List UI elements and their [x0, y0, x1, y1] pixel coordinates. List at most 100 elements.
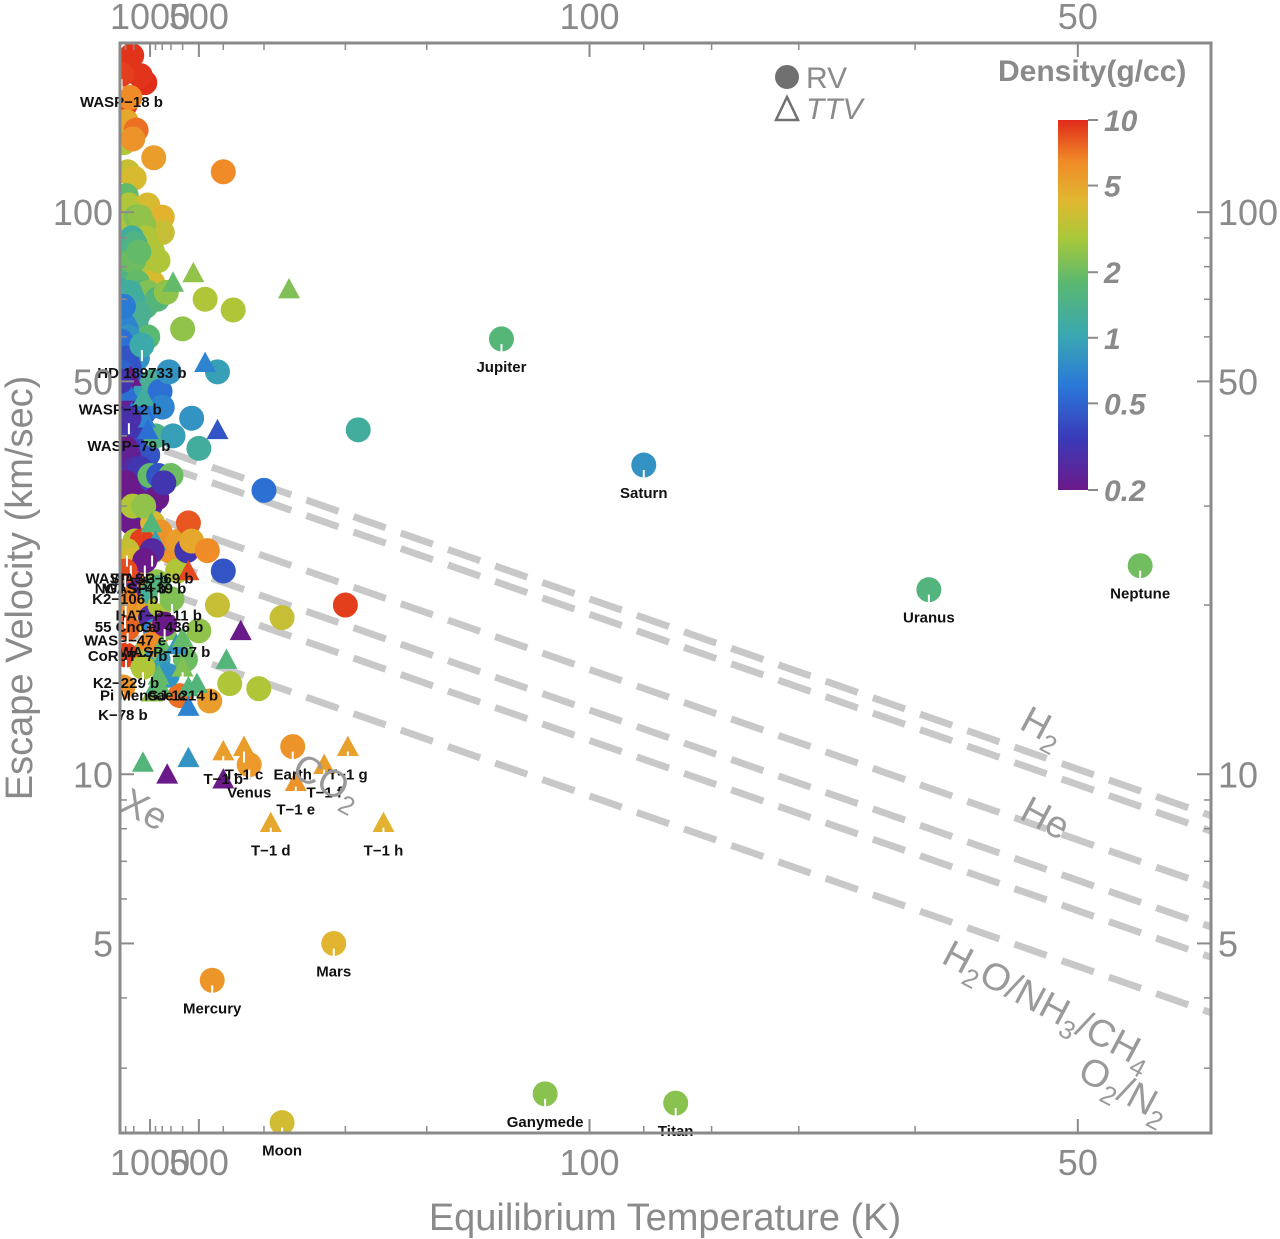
data-point [197, 688, 223, 714]
data-point [345, 417, 371, 443]
point-label: WASP−43 b [85, 571, 168, 588]
point-label: K2−106 b [92, 591, 158, 608]
data-point [141, 145, 167, 171]
data-point [162, 271, 185, 292]
point-venus [236, 752, 262, 778]
point-label: Mercury [183, 1000, 242, 1017]
data-point [149, 675, 172, 697]
data-point [278, 278, 301, 299]
point-t-1-g [336, 735, 359, 756]
point-moon [269, 1110, 295, 1133]
data-point [192, 286, 218, 312]
colorbar-gradient [1058, 120, 1088, 490]
y-tick-label-right: 5 [1218, 923, 1238, 964]
escape-lines [120, 431, 1211, 1017]
point-wasp-107-b [152, 611, 178, 637]
colorbar-tick-label: 0.5 [1104, 388, 1147, 421]
point-wasp-18-b [120, 61, 134, 87]
data-point [186, 435, 212, 461]
point-neptune [1127, 553, 1153, 579]
point-label: GJ 1214 b [147, 687, 218, 704]
data-point [206, 418, 229, 440]
y-tick-label-right: 100 [1218, 192, 1278, 233]
data-point [170, 316, 196, 342]
point-wasp-79-b [120, 405, 142, 431]
data-point [204, 592, 230, 618]
escape-line-he [120, 446, 1211, 835]
data-point [120, 293, 136, 319]
legend-rv-marker [775, 65, 799, 89]
density-colorbar: Density(g/cc) 10 5 2 1 0.5 0.2 [998, 55, 1186, 508]
point-label: Ganymede [507, 1114, 584, 1131]
data-point [156, 763, 179, 784]
escape-line-h2 [120, 502, 1211, 890]
x-tick-label-top: 50 [1058, 0, 1098, 37]
data-point [131, 751, 154, 772]
data-point [177, 746, 200, 768]
point-label: WASP−69 b [111, 571, 194, 588]
gas-label-he: He [1014, 789, 1077, 849]
data-point [147, 664, 170, 685]
point-titan [663, 1090, 689, 1116]
point-label: T−1 e [276, 802, 315, 819]
point-jupiter [488, 326, 514, 352]
data-point [131, 493, 157, 519]
point-label: T−1 b [203, 771, 243, 788]
data-point [120, 380, 140, 401]
data-point [151, 470, 177, 496]
point-label: T−1 g [328, 767, 368, 784]
point-uranus [916, 577, 942, 603]
escape-line-h2o-nh3-ch4 [120, 628, 1211, 1017]
data-point [215, 648, 238, 669]
point-t-1-f [313, 753, 336, 775]
data-point [177, 695, 200, 716]
data-point [332, 592, 358, 618]
y-tick-label-right: 10 [1218, 754, 1258, 795]
point-label: T−1 c [225, 767, 264, 784]
data-point [127, 63, 153, 89]
data-point [229, 619, 252, 641]
point-mercury [199, 967, 225, 993]
data-point [149, 394, 175, 420]
point-ganymede [532, 1081, 558, 1107]
point-label: Uranus [903, 610, 955, 627]
colorbar-tick-label: 0.2 [1104, 475, 1146, 508]
point-label: K−78 b [98, 707, 148, 724]
point-saturn [631, 452, 657, 478]
x-tick-label-top: 1000 [110, 0, 190, 37]
data-point [269, 605, 295, 631]
point-label: T−1 d [251, 843, 291, 860]
point-label: WASP−79 b [87, 438, 170, 455]
data-point [156, 359, 182, 385]
data-point [194, 538, 220, 564]
point-pi-mensae-c [130, 654, 156, 680]
point-label: WASP−107 b [119, 644, 210, 661]
point-label: Venus [227, 785, 271, 802]
point-t-1-d [259, 811, 282, 833]
point-label: WASP−47 e [84, 632, 166, 649]
y-axis-title: Escape Velocity (km/sec) [0, 376, 41, 800]
data-point [120, 126, 146, 152]
y-tick-label: 50 [73, 361, 113, 402]
data-point [179, 405, 205, 431]
plot-frame [118, 41, 1213, 1135]
data-point [171, 626, 194, 648]
y-tick-label-right: 50 [1218, 361, 1258, 402]
escape-line-co2 [120, 542, 1211, 931]
point-wasp-39-b [132, 548, 158, 574]
data-point [160, 423, 186, 449]
x-tick-label: 100 [559, 1142, 619, 1183]
point-label: Moon [262, 1143, 302, 1160]
data-point [132, 385, 155, 406]
point-label: GJ 436 b [141, 619, 204, 636]
data-point [220, 297, 246, 323]
colorbar-tick-label: 1 [1104, 323, 1121, 356]
point-label: T−1 f [306, 785, 342, 802]
data-point [126, 239, 152, 265]
point-label: Neptune [1110, 586, 1170, 603]
point-label: T−1 h [364, 843, 404, 860]
legend-ttv-label: TTV [806, 93, 866, 126]
x-tick-label-top: 100 [559, 0, 619, 37]
colorbar-tick-label: 10 [1104, 105, 1138, 138]
